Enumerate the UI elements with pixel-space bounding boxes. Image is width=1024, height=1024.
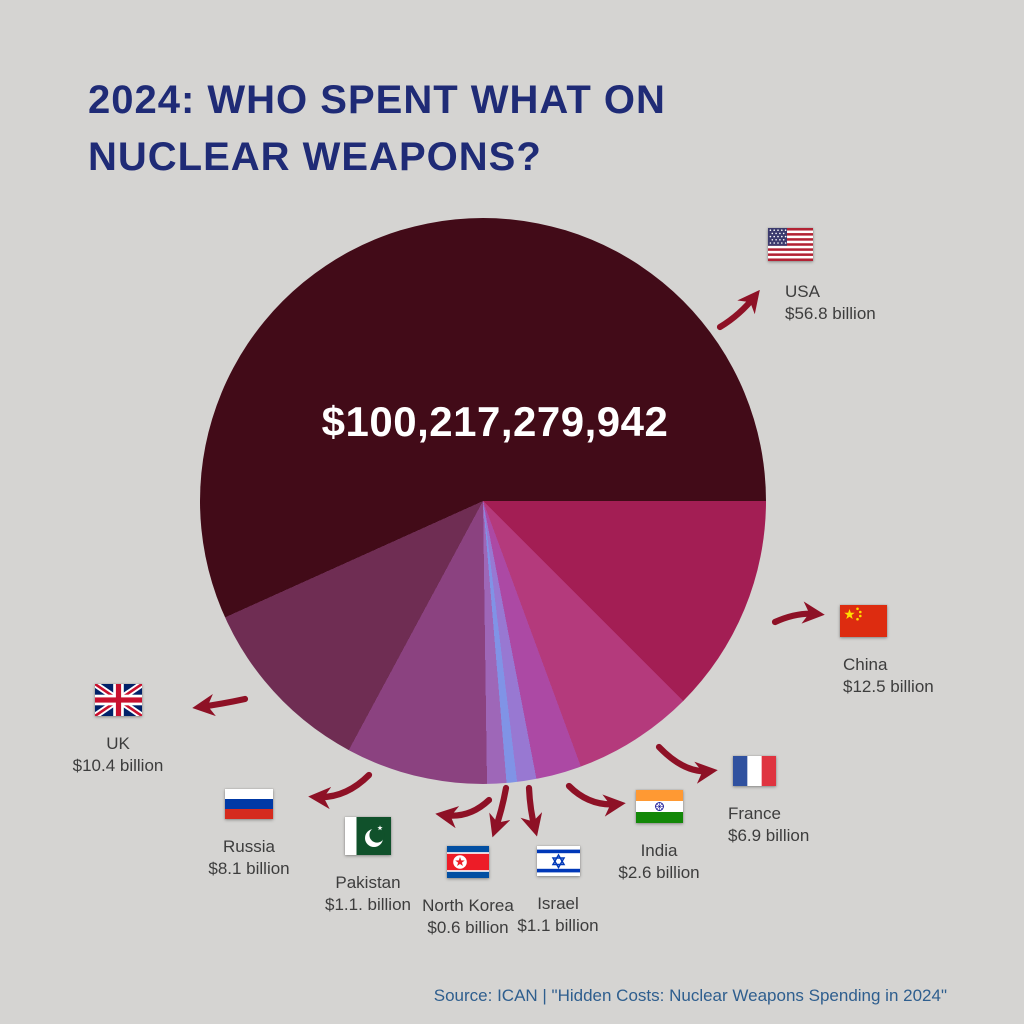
- china-arrow-icon: [771, 601, 825, 626]
- label-israel: Israel $1.1 billion: [498, 846, 618, 937]
- country-name: North Korea: [422, 896, 514, 915]
- uk-flag-icon: [92, 681, 144, 719]
- israel-flag-icon: [536, 846, 580, 876]
- france-flag-icon: [733, 756, 776, 786]
- france-arrow-icon: [655, 743, 718, 784]
- pakistan-flag-icon: [345, 817, 391, 855]
- label-india: India $2.6 billion: [599, 790, 719, 884]
- country-amount: $1.1 billion: [517, 916, 599, 935]
- russia-flag-icon: [225, 789, 273, 819]
- label-france: France $6.9 billion: [728, 756, 809, 847]
- pakistan-arrow-icon: [435, 796, 493, 829]
- pie-chart: $100,217,279,942: [200, 218, 766, 784]
- country-amount: $6.9 billion: [728, 826, 810, 845]
- country-name: Israel: [537, 894, 579, 913]
- label-north-korea: North Korea $0.6 billion: [398, 846, 538, 939]
- usa-flag-icon: [768, 228, 813, 261]
- source-credit: Source: ICAN | "Hidden Costs: Nuclear We…: [433, 986, 947, 1005]
- country-amount: $12.5 billion: [843, 677, 934, 696]
- label-china: China $12.5 billion: [840, 605, 934, 698]
- country-amount: $1.1. billion: [324, 895, 411, 914]
- label-pakistan: Pakistan $1.1. billion: [303, 817, 433, 916]
- country-amount: $56.8 billion: [785, 304, 876, 323]
- total-spending-label: $100,217,279,942: [321, 398, 669, 445]
- country-name: Pakistan: [335, 873, 401, 892]
- china-flag-icon: [840, 605, 887, 637]
- country-amount: $0.6 billion: [427, 918, 509, 937]
- country-name: India: [640, 841, 678, 860]
- country-amount: $10.4 billion: [72, 756, 164, 775]
- page-title-line-1: 2024: WHO SPENT WHAT ON: [88, 78, 666, 122]
- country-name: Russia: [223, 837, 275, 856]
- label-usa: USA $56.8 billion: [768, 228, 876, 325]
- country-name: UK: [106, 734, 130, 753]
- country-name: France: [728, 804, 781, 823]
- page-title-line-2: NUCLEAR WEAPONS?: [88, 135, 542, 179]
- israel-arrow-icon: [520, 784, 543, 837]
- page-title: 2024: WHO SPENT WHAT ON NUCLEAR WEAPONS?: [88, 72, 666, 186]
- north-korea-flag-icon: [447, 846, 489, 878]
- usa-arrow-icon: [716, 289, 760, 331]
- label-uk: UK $10.4 billion: [58, 681, 178, 777]
- country-amount: $2.6 billion: [618, 863, 700, 882]
- india-flag-icon: [635, 790, 683, 823]
- country-name: USA: [785, 282, 820, 301]
- north-korea-arrow-icon: [489, 784, 511, 838]
- label-russia: Russia $8.1 billion: [189, 789, 309, 880]
- country-name: China: [843, 655, 888, 674]
- uk-arrow-icon: [192, 693, 249, 717]
- country-amount: $8.1 billion: [208, 859, 290, 878]
- russia-arrow-icon: [308, 771, 373, 810]
